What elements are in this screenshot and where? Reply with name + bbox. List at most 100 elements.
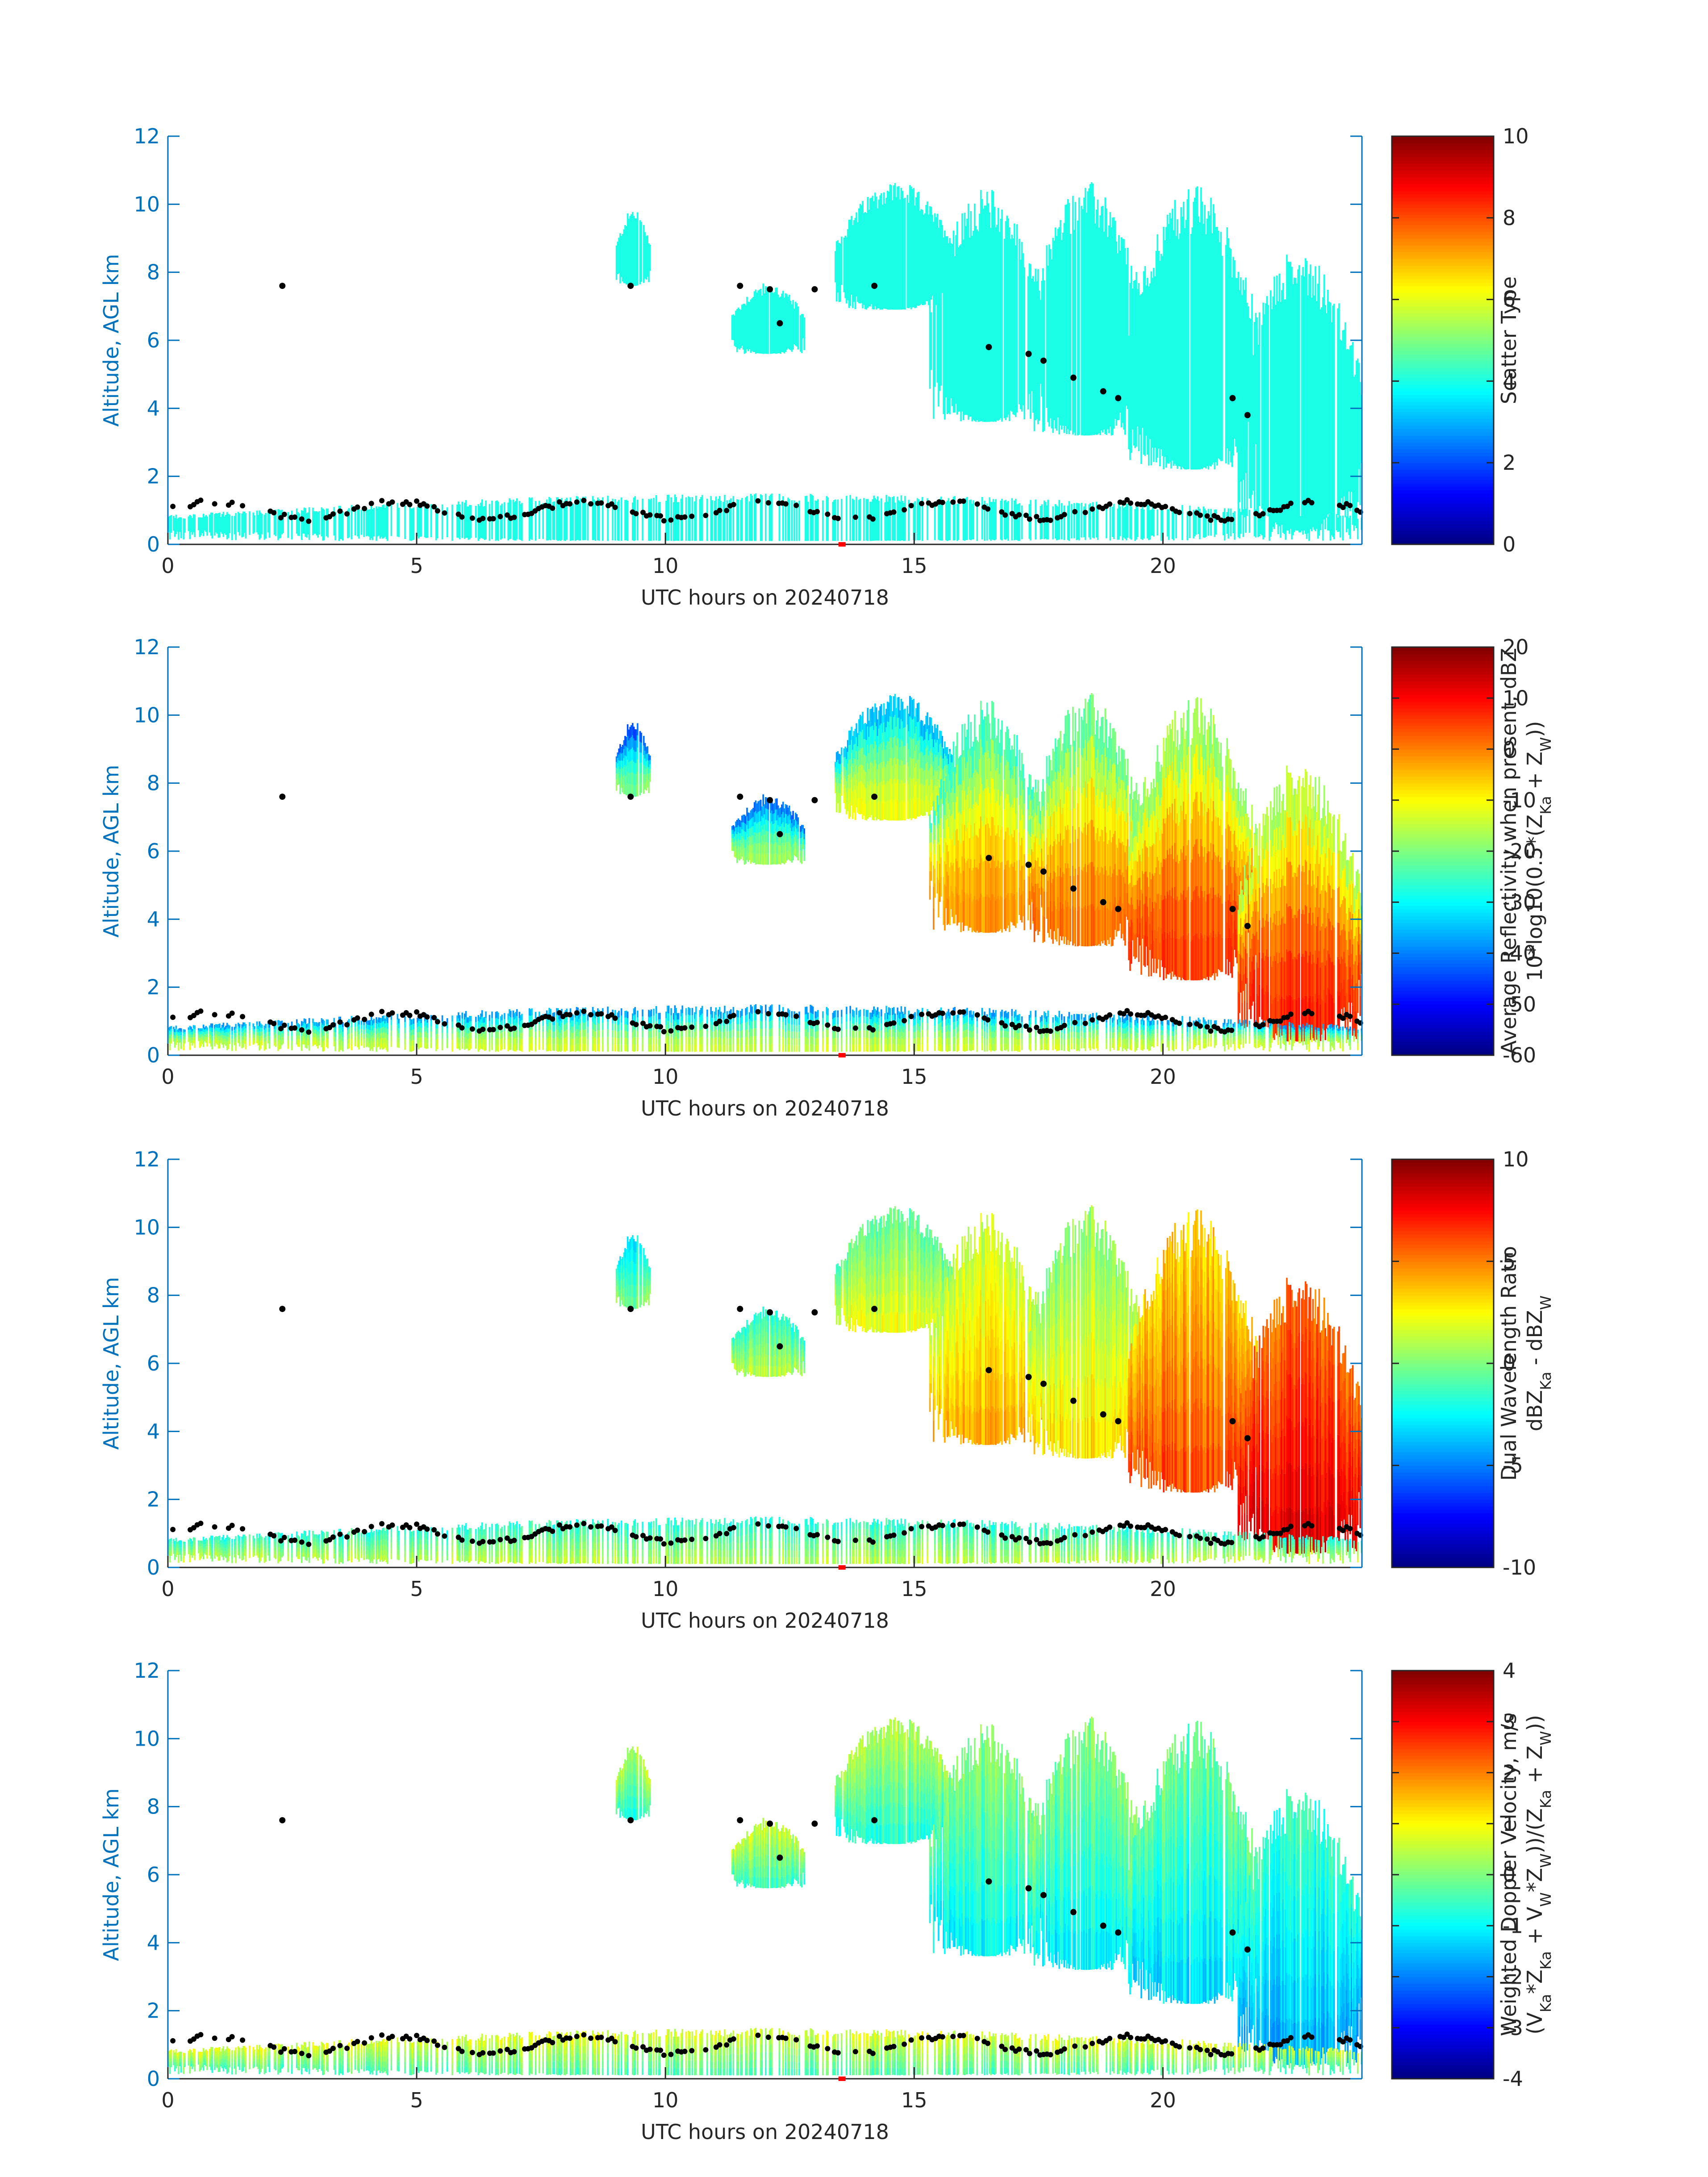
heatmap-cell bbox=[929, 717, 931, 734]
heatmap-cell bbox=[224, 1027, 226, 1030]
heatmap-cell bbox=[1042, 806, 1044, 834]
heatmap-cell bbox=[205, 1032, 207, 1035]
heatmap-cell bbox=[1252, 888, 1254, 911]
heatmap-cell bbox=[1057, 771, 1059, 803]
heatmap-cell bbox=[981, 858, 983, 895]
heatmap-cell bbox=[996, 866, 998, 899]
heatmap-cell bbox=[900, 739, 902, 760]
heatmap-cell bbox=[1219, 898, 1221, 934]
heatmap-cell bbox=[737, 845, 739, 852]
heatmap-cell bbox=[888, 742, 890, 762]
heatmap-cell bbox=[1083, 907, 1085, 947]
heatmap-cell bbox=[1265, 920, 1267, 956]
heatmap-cell bbox=[1067, 786, 1069, 825]
heatmap-cell bbox=[456, 504, 458, 538]
heatmap-cell bbox=[757, 811, 759, 823]
heatmap-cell bbox=[1342, 988, 1344, 1018]
heatmap-cell bbox=[1249, 957, 1251, 983]
heatmap-cell bbox=[872, 801, 874, 820]
heatmap-cell bbox=[1082, 833, 1084, 871]
heatmap-cell bbox=[643, 774, 645, 784]
heatmap-cell bbox=[1196, 791, 1199, 839]
heatmap-cell bbox=[626, 724, 629, 736]
heatmap-cell bbox=[1299, 516, 1302, 533]
heatmap-cell bbox=[780, 855, 781, 865]
heatmap-cell bbox=[1006, 502, 1008, 539]
heatmap-cell bbox=[1033, 867, 1036, 892]
heatmap-cell bbox=[194, 1040, 196, 1045]
heatmap-cell bbox=[835, 251, 836, 283]
heatmap-cell bbox=[848, 745, 850, 760]
heatmap-cell bbox=[894, 183, 896, 310]
heatmap-cell bbox=[314, 511, 317, 534]
heatmap-cell bbox=[1228, 787, 1229, 825]
heatmap-cell bbox=[1011, 863, 1013, 893]
cloud-top-marker bbox=[871, 283, 878, 289]
cloud-base-marker bbox=[1016, 512, 1022, 518]
heatmap-cell bbox=[383, 504, 385, 538]
heatmap-cell bbox=[975, 802, 977, 835]
heatmap-cell bbox=[618, 748, 620, 755]
heatmap-cell bbox=[234, 1027, 236, 1030]
heatmap-cell bbox=[1134, 910, 1136, 935]
heatmap-cell bbox=[859, 499, 861, 541]
heatmap-cell bbox=[898, 800, 900, 821]
heatmap-cell bbox=[1205, 823, 1207, 862]
heatmap-cell bbox=[243, 511, 246, 533]
heatmap-cell bbox=[1040, 300, 1042, 384]
heatmap-cell bbox=[1186, 800, 1188, 845]
heatmap-cell bbox=[706, 498, 708, 541]
heatmap-cell bbox=[954, 496, 956, 540]
heatmap-cell bbox=[1194, 799, 1196, 844]
cloud-base-marker bbox=[588, 501, 593, 507]
heatmap-cell bbox=[649, 769, 651, 773]
heatmap-cell bbox=[458, 501, 459, 538]
heatmap-cell bbox=[1342, 515, 1344, 541]
heatmap-cell bbox=[750, 855, 752, 864]
heatmap-cell bbox=[1152, 817, 1153, 845]
heatmap-cell bbox=[783, 808, 785, 818]
heatmap-cell bbox=[632, 772, 634, 785]
heatmap-cell bbox=[1077, 803, 1079, 839]
heatmap-cell bbox=[1264, 927, 1265, 961]
heatmap-cell bbox=[1286, 903, 1288, 949]
heatmap-cell bbox=[903, 198, 905, 309]
heatmap-cell bbox=[895, 802, 898, 821]
heatmap-cell bbox=[1023, 829, 1025, 854]
heatmap-cell bbox=[560, 504, 561, 541]
heatmap-cell bbox=[420, 507, 422, 537]
heatmap-cell bbox=[225, 1036, 227, 1039]
heatmap-cell bbox=[826, 496, 828, 541]
heatmap-cell bbox=[1169, 765, 1171, 807]
heatmap-cell bbox=[811, 494, 813, 541]
heatmap-cell bbox=[640, 782, 643, 793]
heatmap-cell bbox=[1035, 499, 1036, 540]
heatmap-cell bbox=[785, 293, 787, 352]
heatmap-cell bbox=[1078, 827, 1080, 867]
heatmap-cell bbox=[1171, 209, 1173, 461]
heatmap-cell bbox=[387, 506, 388, 541]
heatmap-cell bbox=[927, 712, 928, 729]
heatmap-cell bbox=[1324, 965, 1326, 1003]
heatmap-cell bbox=[1313, 884, 1315, 924]
heatmap-cell bbox=[924, 213, 926, 305]
cloud-base-marker bbox=[567, 501, 573, 507]
heatmap-cell bbox=[1143, 935, 1145, 965]
colorbar-step bbox=[1392, 517, 1494, 521]
heatmap-cell bbox=[755, 822, 757, 833]
heatmap-cell bbox=[877, 752, 879, 769]
heatmap-cell bbox=[1274, 829, 1275, 872]
heatmap-cell bbox=[1345, 995, 1346, 1028]
heatmap-cell bbox=[1204, 847, 1206, 891]
heatmap-cell bbox=[1129, 506, 1131, 539]
heatmap-cell bbox=[397, 503, 399, 537]
heatmap-cell bbox=[1293, 957, 1295, 999]
heatmap-cell bbox=[938, 861, 940, 880]
heatmap-cell bbox=[1186, 199, 1188, 469]
heatmap-cell bbox=[1298, 865, 1300, 909]
heatmap-cell bbox=[1125, 264, 1128, 406]
heatmap-cell bbox=[872, 196, 874, 309]
heatmap-cell bbox=[1086, 723, 1088, 761]
heatmap-cell bbox=[645, 783, 647, 790]
heatmap-cell bbox=[633, 738, 635, 750]
